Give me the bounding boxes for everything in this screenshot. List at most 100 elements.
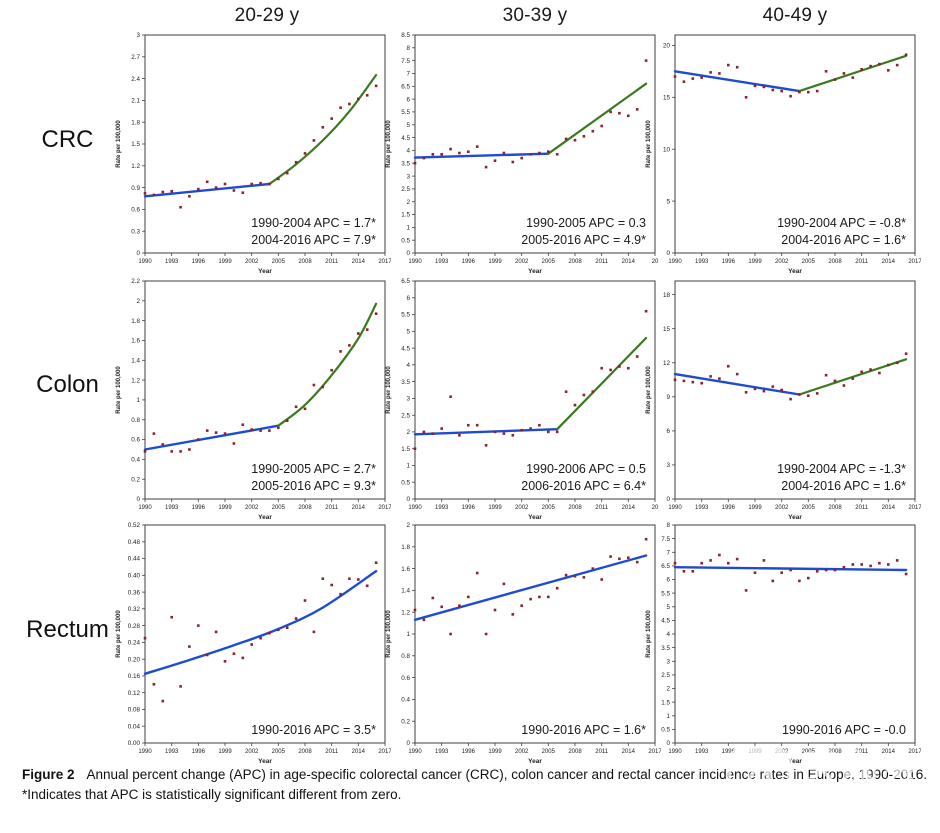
svg-text:2.4: 2.4 (131, 76, 140, 83)
svg-text:2008: 2008 (828, 505, 842, 511)
svg-text:2011: 2011 (855, 259, 869, 265)
svg-text:2.5: 2.5 (401, 412, 410, 419)
column-title-30-39: 30-39 y (502, 5, 568, 26)
svg-text:6.5: 6.5 (401, 278, 410, 285)
svg-text:2011: 2011 (595, 505, 609, 511)
svg-text:2002: 2002 (515, 505, 529, 511)
svg-text:1: 1 (136, 397, 140, 404)
svg-text:2002: 2002 (245, 505, 259, 511)
svg-text:1990-2016 APC = 1.6*: 1990-2016 APC = 1.6* (521, 723, 646, 737)
svg-text:2005: 2005 (272, 749, 286, 755)
svg-text:1: 1 (406, 225, 410, 232)
svg-text:2.2: 2.2 (131, 278, 140, 285)
svg-text:0.8: 0.8 (401, 653, 410, 660)
svg-text:1996: 1996 (462, 505, 476, 511)
svg-text:2011: 2011 (325, 259, 339, 265)
svg-text:3: 3 (406, 173, 410, 180)
svg-text:2.1: 2.1 (131, 98, 140, 105)
svg-text:2: 2 (406, 199, 410, 206)
svg-text:1999: 1999 (748, 749, 762, 755)
svg-text:1993: 1993 (165, 259, 179, 265)
svg-text:1999: 1999 (748, 259, 762, 265)
svg-text:3: 3 (666, 659, 670, 666)
svg-text:2008: 2008 (828, 749, 842, 755)
svg-text:Year: Year (528, 514, 542, 521)
chart-colon-30-39y: 0 0.5 1 1.5 2 2.5 3 3.5 4 4.5 5 5.5 6 6.5 1990 1993 1996… (380, 277, 661, 521)
svg-text:5: 5 (666, 604, 670, 611)
svg-text:1993: 1993 (695, 259, 709, 265)
svg-text:1999: 1999 (218, 749, 232, 755)
svg-text:2014: 2014 (882, 505, 896, 511)
svg-text:0.08: 0.08 (128, 707, 141, 714)
svg-text:0.5: 0.5 (401, 237, 410, 244)
svg-text:1999: 1999 (748, 505, 762, 511)
svg-text:0.48: 0.48 (128, 539, 141, 546)
svg-text:8.5: 8.5 (401, 32, 410, 39)
chart-svg: 0 0.5 1 1.5 2 2.5 3 3.5 4 4.5 5 5.5 6 6.5 7 7.5 8 8.5 1990… (386, 32, 659, 275)
svg-text:1993: 1993 (165, 749, 179, 755)
svg-text:1993: 1993 (695, 505, 709, 511)
svg-text:Year: Year (258, 758, 272, 765)
svg-text:2014: 2014 (352, 749, 366, 755)
svg-text:0.20: 0.20 (128, 656, 141, 663)
svg-text:0.4: 0.4 (131, 457, 140, 464)
svg-text:20: 20 (663, 43, 671, 50)
svg-text:Rate per 100,000: Rate per 100,000 (646, 120, 652, 168)
svg-text:1.8: 1.8 (131, 318, 140, 325)
svg-text:1990-2005 APC = 0.3: 1990-2005 APC = 0.3 (526, 216, 646, 230)
svg-text:0.40: 0.40 (128, 573, 141, 580)
svg-text:1.4: 1.4 (131, 358, 140, 365)
svg-text:2002: 2002 (245, 749, 259, 755)
svg-text:2002: 2002 (775, 259, 789, 265)
svg-text:0.36: 0.36 (128, 589, 141, 596)
svg-text:2017: 2017 (648, 749, 661, 755)
svg-text:2017: 2017 (908, 259, 921, 265)
svg-text:1990-2016 APC = -0.0: 1990-2016 APC = -0.0 (782, 723, 906, 737)
svg-text:2011: 2011 (595, 749, 609, 755)
svg-text:1993: 1993 (435, 259, 449, 265)
svg-text:2014: 2014 (882, 259, 896, 265)
svg-text:Rate per 100,000: Rate per 100,000 (386, 610, 392, 658)
svg-text:0.52: 0.52 (128, 522, 141, 529)
svg-text:2002: 2002 (775, 505, 789, 511)
svg-text:2008: 2008 (298, 259, 312, 265)
svg-text:4: 4 (406, 362, 410, 369)
column-title-40-49: 40-49 y (762, 5, 828, 26)
svg-text:0.44: 0.44 (128, 556, 141, 563)
svg-text:2008: 2008 (568, 749, 582, 755)
chart-colon-40-49y: 0 3 6 9 12 15 18 1990 1993 1996 1999 2002 2005 2008 20… (640, 277, 922, 521)
svg-text:1990: 1990 (408, 259, 422, 265)
svg-text:2005-2016 APC = 9.3*: 2005-2016 APC = 9.3* (251, 479, 376, 493)
svg-text:1990: 1990 (668, 505, 682, 511)
svg-text:10: 10 (663, 146, 671, 153)
svg-text:2011: 2011 (595, 259, 609, 265)
svg-text:0: 0 (666, 740, 670, 747)
svg-text:2.7: 2.7 (131, 54, 140, 61)
chart-crc-40-49y: 0 5 10 15 20 1990 1993 1996 1999 2002 2005 2008 2011… (640, 31, 922, 275)
svg-text:2011: 2011 (855, 749, 869, 755)
svg-text:6: 6 (406, 96, 410, 103)
svg-text:Year: Year (258, 514, 272, 521)
chart-svg: 0 0.3 0.6 0.9 1.2 1.5 1.8 2.1 2.4 2.7 3 1990 1993 199… (116, 32, 392, 275)
svg-text:1990-2016 APC = 3.5*: 1990-2016 APC = 3.5* (251, 723, 376, 737)
svg-text:12: 12 (663, 360, 671, 367)
svg-text:2014: 2014 (622, 749, 636, 755)
svg-text:1996: 1996 (192, 259, 206, 265)
chart-crc-30-39y: 0 0.5 1 1.5 2 2.5 3 3.5 4 4.5 5 5.5 6 6.5 7 7.5 8 8.5 1990… (380, 31, 661, 275)
chart-svg: 0 0.5 1 1.5 2 2.5 3 3.5 4 4.5 5 5.5 6 6.5 1990 1993 1996… (386, 278, 659, 521)
svg-text:2005-2016 APC = 4.9*: 2005-2016 APC = 4.9* (521, 233, 646, 247)
svg-text:1.5: 1.5 (401, 446, 410, 453)
svg-text:Rate per 100,000: Rate per 100,000 (646, 610, 652, 658)
svg-text:1.5: 1.5 (401, 212, 410, 219)
svg-text:9: 9 (666, 394, 670, 401)
svg-text:0.32: 0.32 (128, 606, 141, 613)
svg-text:0.5: 0.5 (661, 727, 670, 734)
svg-text:Rate per 100,000: Rate per 100,000 (116, 120, 122, 168)
svg-text:2002: 2002 (515, 259, 529, 265)
svg-text:18: 18 (663, 292, 671, 299)
chart-svg: 0 0.5 1 1.5 2 2.5 3 3.5 4 4.5 5 5.5 6 6.5 7 7.5 8 1990 199… (646, 522, 922, 765)
svg-text:6: 6 (666, 428, 670, 435)
svg-text:6.5: 6.5 (661, 563, 670, 570)
svg-text:Year: Year (788, 758, 802, 765)
svg-text:Year: Year (528, 268, 542, 275)
